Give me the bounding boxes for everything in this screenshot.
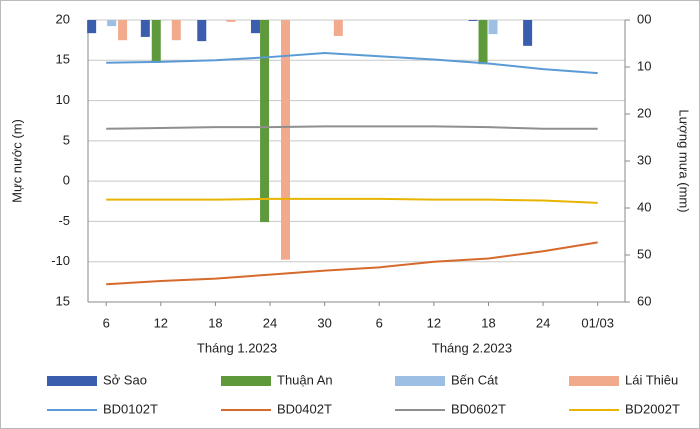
y2-tick-label: 40 — [637, 199, 651, 214]
line — [106, 52, 598, 75]
x-tick-label: 12 — [154, 315, 168, 330]
bar — [523, 20, 533, 46]
x-tick-label: 24 — [263, 315, 277, 330]
y-tick-label: 15 — [56, 52, 70, 67]
bar — [333, 20, 343, 36]
line — [106, 241, 598, 286]
bar — [140, 20, 150, 37]
bar — [260, 20, 270, 223]
y2-tick-label: 20 — [637, 105, 651, 120]
y-tick-label: 15 — [56, 293, 70, 308]
y2-tick-label: 60 — [637, 293, 651, 308]
legend-swatch — [221, 376, 271, 386]
legend-label: BD0102T — [103, 401, 158, 416]
x-tick-label: 18 — [481, 315, 495, 330]
bar — [118, 20, 128, 41]
x-tick-label: 6 — [103, 315, 110, 330]
bar — [87, 20, 97, 34]
legend-label: Lái Thiêu — [625, 372, 678, 387]
bar — [488, 20, 498, 35]
x-group-label: Tháng 2.2023 — [432, 340, 512, 355]
legend-swatch — [395, 376, 445, 386]
legend-label: BD2002T — [625, 401, 680, 416]
y-tick-label: -10 — [51, 253, 70, 268]
y2-tick-label: 00 — [637, 11, 651, 26]
y-tick-label: 0 — [63, 173, 70, 188]
legend-swatch — [569, 376, 619, 386]
legend-label: Bến Cát — [451, 372, 498, 387]
y-tick-label: 20 — [56, 11, 70, 26]
bar — [281, 20, 291, 260]
y2-tick-label: 30 — [637, 152, 651, 167]
legend-label: Thuận An — [277, 372, 333, 387]
bar — [478, 20, 488, 65]
legend-swatch — [47, 376, 97, 386]
line — [106, 125, 598, 130]
legend-label: Sở Sao — [103, 372, 147, 387]
y2-tick-label: 50 — [637, 246, 651, 261]
legend-label: BD0602T — [451, 401, 506, 416]
x-group-label: Tháng 1.2023 — [197, 340, 277, 355]
x-tick-label: 6 — [376, 315, 383, 330]
y-tick-label: -5 — [58, 213, 70, 228]
line — [106, 197, 598, 204]
y-tick-label: 10 — [56, 92, 70, 107]
bar — [197, 20, 207, 42]
y2-tick-label: 10 — [637, 58, 651, 73]
legend-label: BD0402T — [277, 401, 332, 416]
x-tick-label: 24 — [536, 315, 550, 330]
x-tick-label: 12 — [427, 315, 441, 330]
x-tick-label: 18 — [208, 315, 222, 330]
bar — [151, 20, 161, 63]
x-tick-label: 30 — [317, 315, 331, 330]
bar — [171, 20, 181, 41]
bar — [250, 20, 260, 34]
bar — [468, 20, 478, 21]
x-tick-label: 01/03 — [581, 315, 614, 330]
bar — [226, 20, 236, 22]
y-axis-title: Mực nước (m) — [9, 119, 24, 203]
y-tick-label: 5 — [63, 132, 70, 147]
y2-axis-title: Lượng mưa (mm) — [677, 109, 692, 212]
bar — [107, 20, 117, 27]
